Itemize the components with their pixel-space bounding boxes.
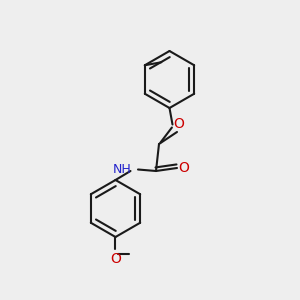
Text: O: O bbox=[174, 118, 184, 131]
Text: O: O bbox=[110, 252, 121, 266]
Text: O: O bbox=[178, 161, 189, 175]
Text: NH: NH bbox=[112, 163, 131, 176]
